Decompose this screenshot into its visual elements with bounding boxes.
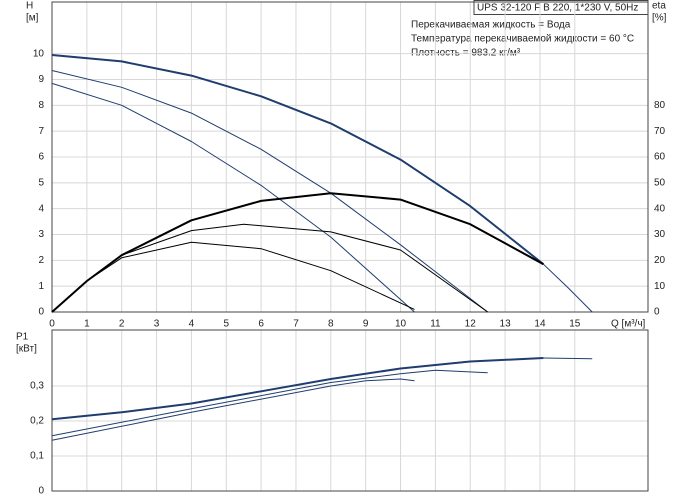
y-tick-label: 5 <box>38 177 44 188</box>
y-tick-label: 0 <box>38 307 44 318</box>
x-tick-label: 3 <box>154 319 160 330</box>
curve <box>51 82 415 313</box>
x-tick-label: 1 <box>84 319 90 330</box>
curve <box>51 378 415 441</box>
x-tick-label: 13 <box>500 319 512 330</box>
x-tick-label: 5 <box>223 319 229 330</box>
x-tick-label: 7 <box>293 319 299 330</box>
x-tick-label: 8 <box>328 319 334 330</box>
annotation: Плотность = 983.2 кг/м³ <box>411 48 521 59</box>
x-tick-label: 14 <box>534 319 546 330</box>
curve <box>51 70 489 313</box>
curve <box>51 192 544 313</box>
x-tick-label: 9 <box>363 319 369 330</box>
y-tick-label: 8 <box>38 100 44 111</box>
annotation: Температура перекачиваемой жидкости = 60… <box>411 34 634 45</box>
y-tick-label: 0,3 <box>30 381 44 392</box>
y-tick-label: 6 <box>38 152 44 163</box>
y-tick-label: 0 <box>38 486 44 497</box>
x-tick-label: 11 <box>430 319 441 330</box>
x-tick-label: 12 <box>465 319 477 330</box>
curve <box>543 263 593 313</box>
x-tick-label: 0 <box>49 319 55 330</box>
y-axis-unit: [кВт] <box>16 344 37 355</box>
y-tick-label: 2 <box>38 255 44 266</box>
x-axis-label: Q [м³/ч] <box>611 319 646 330</box>
y-tick-label: 7 <box>38 126 44 137</box>
y-axis-unit: [м] <box>26 13 39 24</box>
curve <box>51 357 544 421</box>
plot-frame <box>51 329 649 492</box>
plot-frame <box>51 1 649 313</box>
y-tick-label: 4 <box>38 203 44 214</box>
y-tick-label: 10 <box>33 48 45 59</box>
y2-tick-label: 20 <box>654 255 666 266</box>
y-tick-label: 3 <box>38 229 44 240</box>
curve <box>51 54 545 265</box>
y-axis-label: P1 <box>16 332 29 343</box>
y-tick-label: 0,1 <box>30 451 44 462</box>
x-tick-label: 15 <box>569 319 581 330</box>
y2-tick-label: 60 <box>654 152 666 163</box>
y-axis-label: H <box>26 1 33 12</box>
curve <box>543 357 593 360</box>
y-tick-label: 1 <box>38 281 44 292</box>
x-tick-label: 6 <box>258 319 264 330</box>
curve <box>51 223 488 313</box>
y2-tick-label: 80 <box>654 100 666 111</box>
y2-tick-label: 10 <box>654 281 666 292</box>
y2-tick-label: 30 <box>654 229 666 240</box>
curve <box>51 369 488 437</box>
chart-title: UPS 32-120 F B 220, 1*230 V, 50Hz <box>477 3 638 14</box>
y2-tick-label: 40 <box>654 203 666 214</box>
curve <box>51 241 415 313</box>
annotation: Перекачиваемая жидкость = Вода <box>411 20 571 31</box>
x-tick-label: 10 <box>395 319 407 330</box>
y2-tick-label: 70 <box>654 126 666 137</box>
y-tick-label: 9 <box>38 74 44 85</box>
y2-tick-label: 50 <box>654 177 666 188</box>
x-tick-label: 2 <box>119 319 125 330</box>
y2-axis-label: eta <box>652 1 666 12</box>
y2-axis-unit: [%] <box>652 13 667 24</box>
y2-tick-label: 0 <box>654 307 660 318</box>
y-tick-label: 0,2 <box>30 416 44 427</box>
x-tick-label: 4 <box>189 319 195 330</box>
